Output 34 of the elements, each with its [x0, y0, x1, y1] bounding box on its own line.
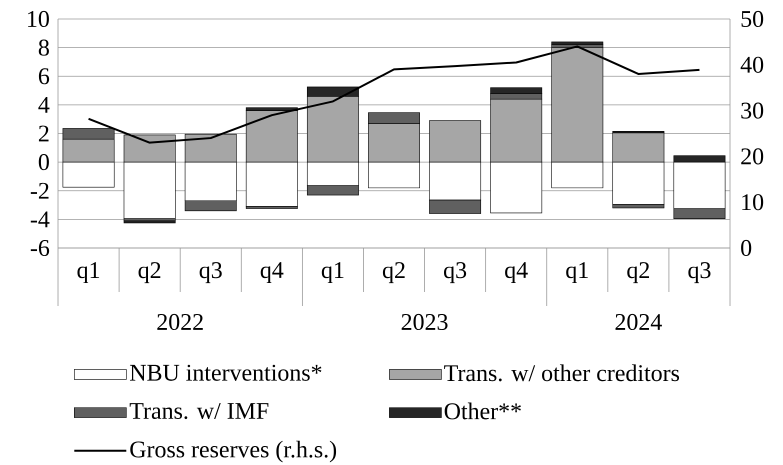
x-tick-label: q1: [322, 262, 344, 284]
y-tick-label: 4: [38, 96, 50, 113]
y-tick-label: 10: [28, 10, 49, 28]
legend-label: Other**: [444, 402, 521, 420]
y-tick-label: -6: [30, 240, 50, 256]
x-tick-label: q3: [444, 262, 466, 284]
x-tick-label: q2: [382, 262, 405, 284]
x-tick-label: q1: [77, 262, 100, 284]
x-tick-label: q3: [200, 262, 222, 284]
y2-tick-label: 40: [740, 56, 764, 73]
x-tick-label: q1: [566, 262, 588, 284]
x-tick-label: q4: [505, 262, 528, 283]
x-tick-label: q4: [260, 262, 284, 283]
y-tick-label: -4: [30, 211, 50, 228]
y2-tick-label: 10: [742, 194, 764, 210]
legend-label: Trans. w/ IMF: [130, 402, 268, 420]
y-tick-label: 8: [38, 40, 49, 56]
text: 2022: [157, 314, 203, 330]
x-tick-label: q2: [627, 262, 650, 284]
y2-tick-label: 30: [741, 102, 764, 119]
y-tick-label: 2: [38, 126, 49, 142]
y-tick-label: 0: [38, 154, 49, 170]
legend-label: NBU interventions*: [130, 364, 322, 381]
y2-tick-label: 50: [742, 10, 764, 28]
text: 2024: [616, 314, 662, 330]
legend-label: Gross reserves (r.h.s.): [130, 440, 336, 462]
y2-tick-label: 0: [741, 240, 752, 256]
x-tick-label: q2: [138, 262, 160, 284]
legend-label: Trans. w/ other creditors: [444, 364, 680, 382]
text: 2023: [402, 314, 448, 330]
y-tick-label: -2: [30, 182, 49, 199]
x-tick-label: q3: [688, 262, 710, 284]
y2-tick-label: 20: [741, 148, 764, 164]
y-tick-label: 6: [38, 68, 50, 84]
